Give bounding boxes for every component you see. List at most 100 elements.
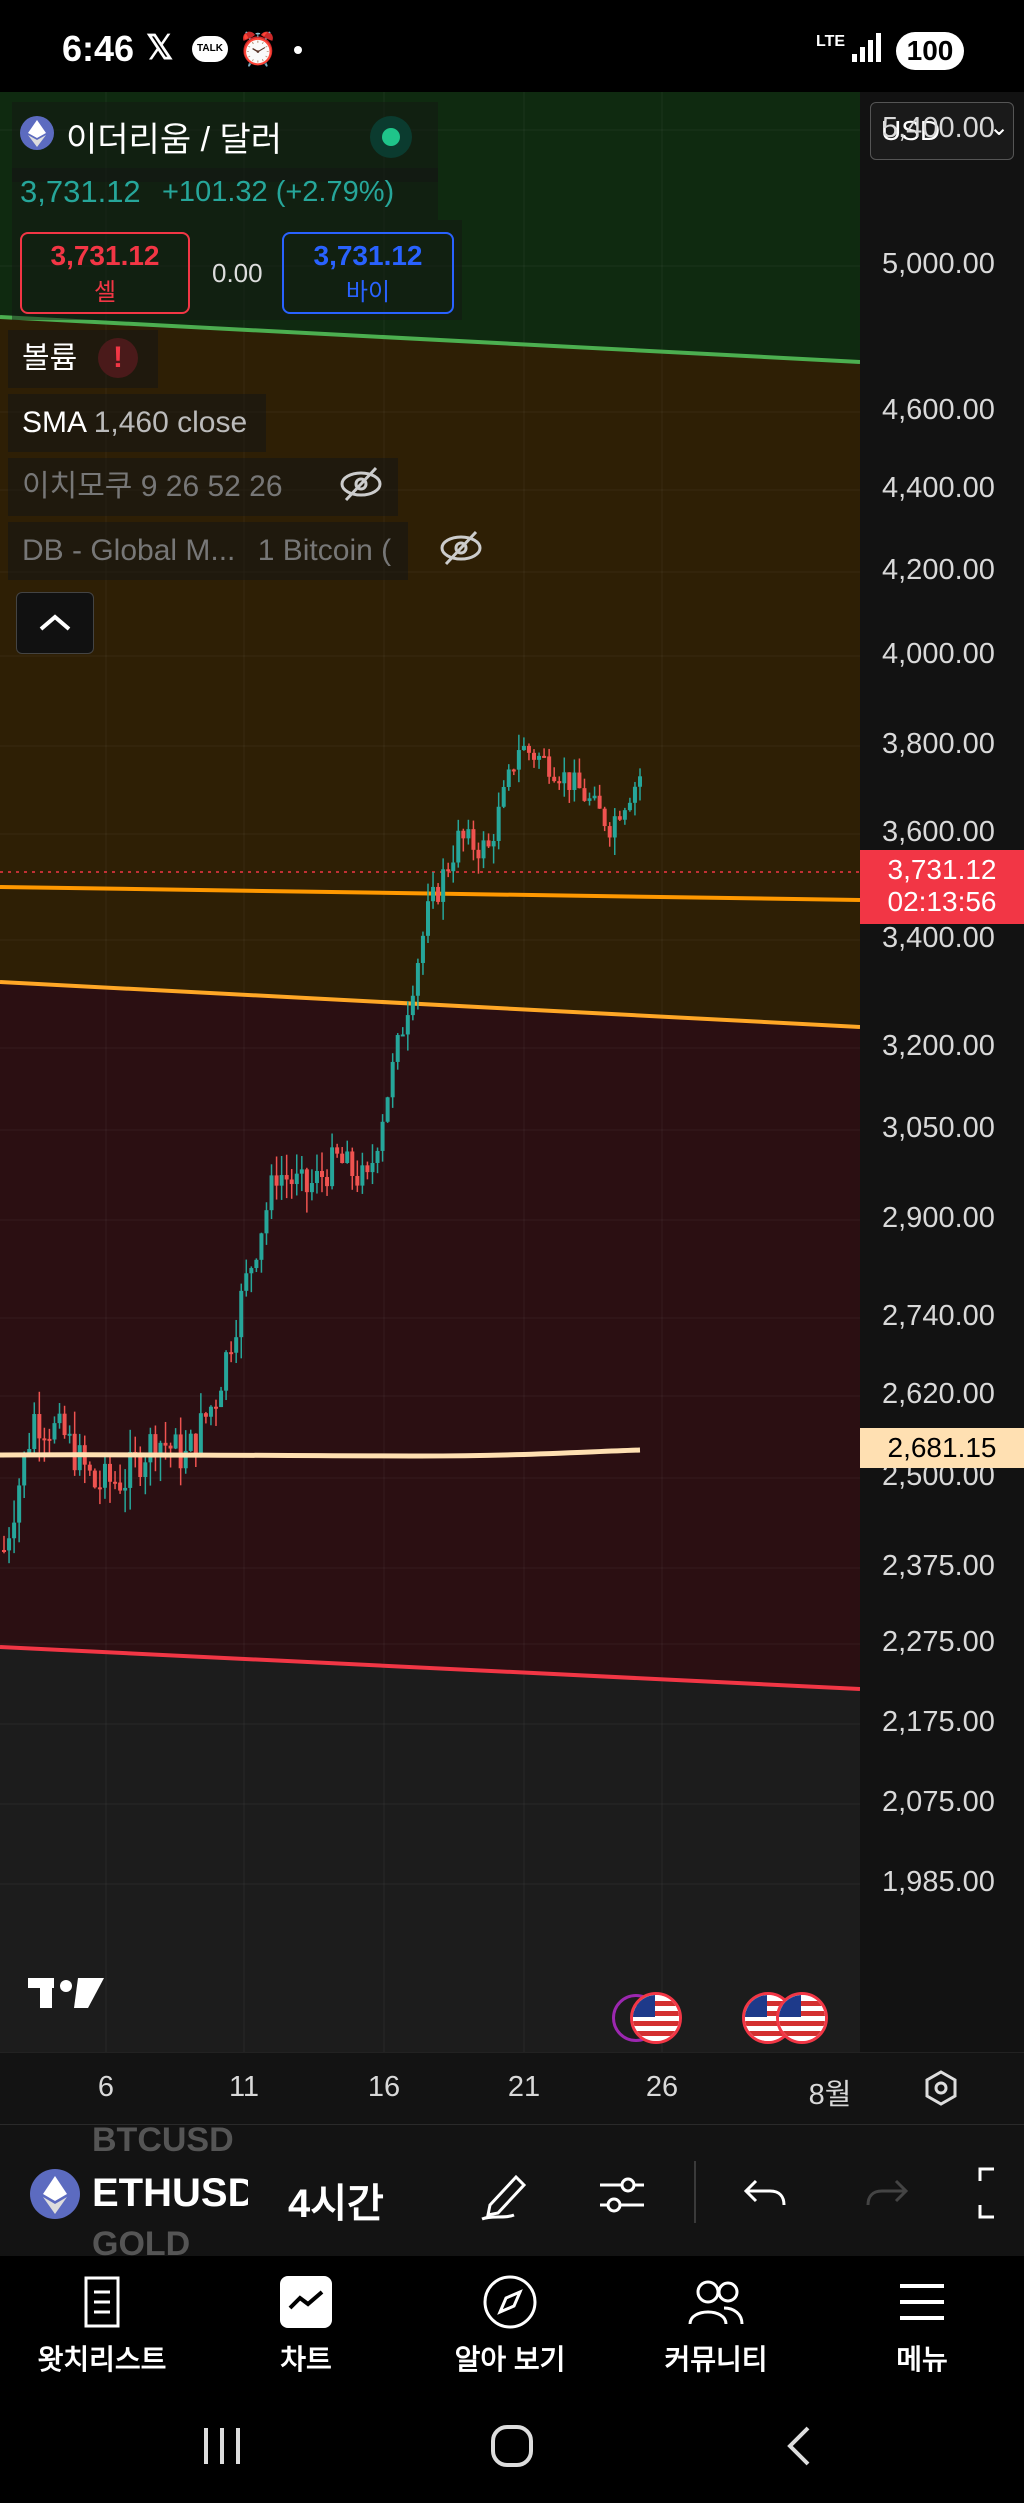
legend-ichimoku[interactable]: 이치모쿠 9 26 52 26 bbox=[8, 458, 398, 516]
current-price-tag: 3,731.12 02:13:56 bbox=[860, 850, 1024, 924]
legend-sma-name: SMA bbox=[22, 406, 86, 439]
symbol-header[interactable]: 이더리움 / 달러 bbox=[12, 102, 438, 182]
candle bbox=[113, 1481, 118, 1484]
symbol-prev[interactable]: BTCUSD bbox=[92, 2121, 234, 2159]
buy-price: 3,731.12 bbox=[313, 240, 423, 271]
time-tick: 8월 bbox=[808, 2079, 852, 2111]
candle bbox=[163, 1442, 168, 1446]
legend-volume[interactable]: 볼륨 ! bbox=[8, 330, 158, 388]
candle bbox=[304, 1169, 309, 1193]
candle bbox=[289, 1179, 294, 1185]
candle bbox=[617, 816, 622, 820]
time-axis[interactable]: 6 11 16 21 26 8월 bbox=[0, 2052, 1024, 2125]
candle bbox=[47, 1438, 52, 1441]
candle bbox=[128, 1451, 133, 1488]
candle bbox=[168, 1445, 173, 1449]
nav-community-label: 커뮤니티 bbox=[664, 2344, 768, 2375]
collapse-legend-button[interactable] bbox=[16, 592, 94, 654]
candle bbox=[158, 1442, 163, 1458]
price-tick: 4,000.00 bbox=[882, 638, 995, 670]
system-navigation bbox=[0, 2384, 1024, 2503]
eye-hidden-icon-2[interactable] bbox=[438, 528, 484, 573]
legend-db-indicator[interactable]: DB - Global M... 1 Bitcoin ( bbox=[8, 522, 408, 580]
candle bbox=[314, 1170, 319, 1184]
nav-menu[interactable]: 메뉴 bbox=[832, 2274, 1012, 2378]
candle bbox=[370, 1162, 375, 1173]
candle bbox=[294, 1173, 299, 1185]
candle bbox=[511, 769, 516, 772]
candle bbox=[627, 802, 632, 811]
time-tick: 11 bbox=[228, 2071, 260, 2103]
nav-community[interactable]: 커뮤니티 bbox=[626, 2274, 806, 2378]
candle bbox=[284, 1175, 289, 1180]
candle bbox=[405, 1015, 410, 1035]
candle bbox=[330, 1147, 335, 1187]
fullscreen-icon[interactable] bbox=[976, 2165, 1024, 2226]
undo-icon[interactable] bbox=[740, 2169, 790, 2224]
legend-sma-params: 1,460 close bbox=[93, 406, 248, 439]
candle bbox=[456, 830, 461, 863]
drawing-tool-icon[interactable] bbox=[478, 2165, 534, 2226]
candle bbox=[234, 1337, 239, 1353]
home-icon[interactable] bbox=[490, 2424, 534, 2473]
chart-canvas[interactable]: 이더리움 / 달러 3,731.12 +101.32 (+2.79%) 3,73… bbox=[0, 92, 860, 2052]
candle bbox=[446, 869, 451, 872]
candle bbox=[638, 776, 642, 787]
tradingview-logo[interactable] bbox=[28, 1972, 108, 2017]
price-tick: 2,740.00 bbox=[882, 1300, 995, 1332]
sma-price-tag: 2,681.15 bbox=[860, 1428, 1024, 1468]
price-tick: 4,200.00 bbox=[882, 554, 995, 586]
candle bbox=[254, 1259, 259, 1269]
buy-label: 바이 bbox=[345, 279, 391, 306]
candle bbox=[72, 1433, 77, 1471]
back-icon[interactable] bbox=[782, 2426, 818, 2471]
buy-button[interactable]: 3,731.12 바이 bbox=[282, 232, 454, 314]
candle bbox=[173, 1434, 178, 1449]
candle bbox=[42, 1438, 47, 1441]
candle bbox=[67, 1433, 72, 1436]
price-tick: 2,620.00 bbox=[882, 1378, 995, 1410]
sell-button[interactable]: 3,731.12 셀 bbox=[20, 232, 190, 314]
indicators-settings-icon[interactable] bbox=[594, 2167, 650, 2228]
candle bbox=[526, 745, 531, 753]
nav-chart[interactable]: 차트 bbox=[216, 2274, 396, 2378]
eth-logo-icon bbox=[20, 116, 54, 150]
candle bbox=[52, 1423, 57, 1440]
price-tick: 3,200.00 bbox=[882, 1030, 995, 1062]
band-top-line bbox=[0, 315, 860, 364]
redo-icon[interactable] bbox=[862, 2169, 912, 2224]
candle bbox=[178, 1434, 183, 1469]
candle bbox=[471, 829, 476, 850]
interval-selector[interactable]: 4시간 bbox=[288, 2182, 384, 2226]
currency-select[interactable]: USD ⌄ bbox=[870, 102, 1014, 160]
price-tick: 2,075.00 bbox=[882, 1786, 995, 1818]
candle bbox=[193, 1433, 198, 1455]
chevron-down-icon: ⌄ bbox=[989, 114, 1010, 141]
candle bbox=[592, 795, 597, 799]
symbol-selector[interactable]: ETHUSD bbox=[92, 2171, 248, 2215]
nav-watchlist[interactable]: 왓치리스트 bbox=[12, 2274, 192, 2378]
nav-explore[interactable]: 알아 보기 bbox=[420, 2274, 600, 2378]
candle bbox=[249, 1268, 254, 1274]
legend-sma[interactable]: SMA 1,460 close bbox=[8, 394, 266, 452]
candle bbox=[22, 1453, 27, 1486]
candle bbox=[355, 1175, 360, 1186]
candle bbox=[380, 1121, 385, 1151]
eye-hidden-icon[interactable] bbox=[338, 464, 384, 518]
warning-icon[interactable]: ! bbox=[98, 338, 138, 378]
candle bbox=[431, 886, 436, 902]
recent-apps-icon[interactable] bbox=[200, 2426, 246, 2471]
compass-icon bbox=[483, 2275, 537, 2329]
candle bbox=[102, 1463, 107, 1488]
eth-logo-icon bbox=[30, 2169, 80, 2219]
hamburger-menu-icon bbox=[900, 2284, 944, 2320]
candle bbox=[486, 840, 491, 847]
price-tick: 3,400.00 bbox=[882, 922, 995, 954]
legend-ichimoku-label: 이치모쿠 9 26 52 26 bbox=[22, 470, 283, 503]
candle bbox=[269, 1175, 274, 1211]
price-axis[interactable]: USD ⌄ 5,400.00 5,000.00 4,600.00 4,400.00 4,… bbox=[860, 92, 1024, 2052]
us-flag-event-icon[interactable] bbox=[630, 1992, 682, 2044]
candle bbox=[244, 1273, 249, 1291]
chart-settings-icon[interactable] bbox=[922, 2069, 960, 2112]
us-flag-event-icon-3[interactable] bbox=[776, 1992, 828, 2044]
